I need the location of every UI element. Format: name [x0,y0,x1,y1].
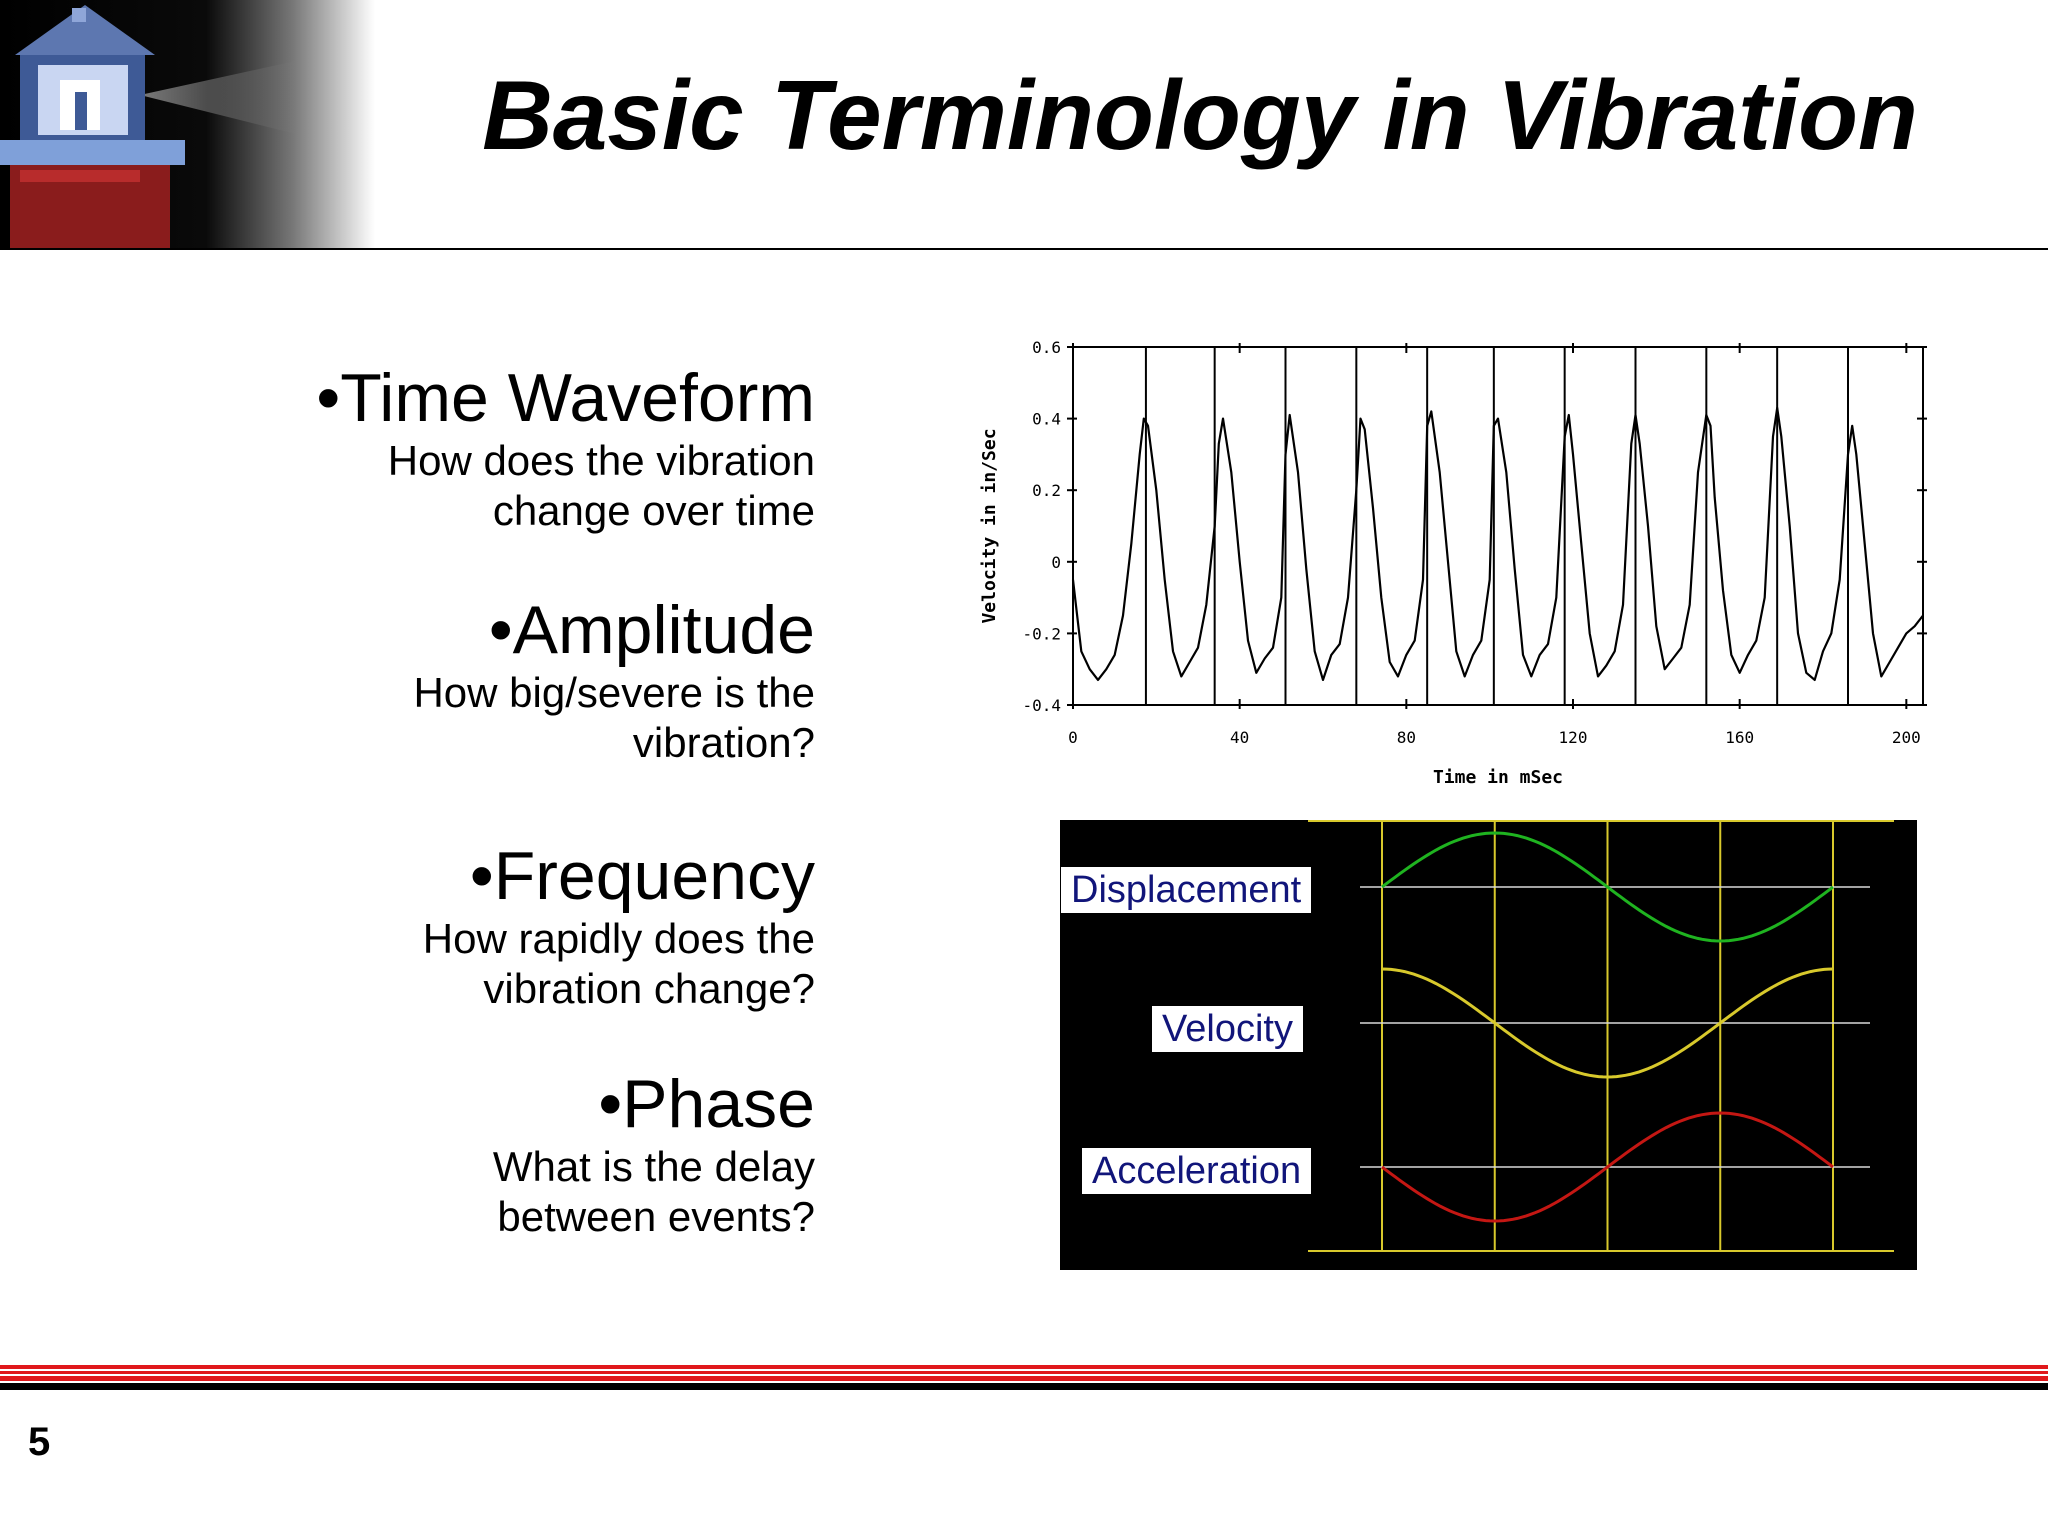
x-tick-label: 0 [1068,728,1078,747]
y-tick-label: -0.4 [1022,696,1061,715]
x-tick-label: 80 [1397,728,1416,747]
bullet-line: How rapidly does the [422,915,815,962]
phase-relationship-svg [1308,820,1894,1252]
legend-label-velocity: Velocity [1152,1006,1303,1052]
x-axis-label: Time in mSec [1433,767,1563,788]
x-tick-label: 160 [1725,728,1754,747]
time-waveform-chart: 0.6 0.4 0.2 0 -0.2 -0.4 0 40 80 120 160 200 Time in … [975,295,1935,795]
x-tick-label: 40 [1230,728,1249,747]
x-tick-label: 120 [1559,728,1588,747]
bullet-line: change over time [492,487,815,534]
legend-label-acceleration: Acceleration [1082,1148,1312,1194]
bullet-line: vibration change? [483,965,815,1012]
displacement-curve [1381,831,1834,943]
slide-title: Basic Terminology in Vibration [482,60,1918,170]
time-waveform-svg: 0.6 0.4 0.2 0 -0.2 -0.4 0 40 80 120 160 200 Time in … [979,338,1927,788]
bullet-line: between events? [497,1193,815,1240]
bullet-frequency: •Frequency How rapidly does the vibratio… [200,838,815,1014]
legend-label-displacement: Displacement [1061,867,1312,913]
footer-stripes [0,1365,2048,1390]
y-tick-label: -0.2 [1022,624,1061,643]
page-number: 5 [28,1420,51,1464]
y-axis-label: Velocity in in/Sec [979,428,1000,623]
bullet-line: What is the delay [492,1143,815,1190]
x-tick-label: 200 [1892,728,1921,747]
bullet-heading: •Phase [598,1066,815,1142]
bullet-list: •Time Waveform How does the vibration ch… [200,360,815,1294]
lighthouse-logo [0,0,375,248]
header-divider [0,248,2048,250]
y-tick-label: 0.6 [1032,338,1061,357]
acceleration-curve [1381,1111,1834,1223]
bullet-line: vibration? [632,719,815,766]
phase-relationship-chart: Displacement Velocity Acceleration [1060,820,1917,1270]
y-tick-label: 0.4 [1032,410,1061,429]
bullet-heading: •Time Waveform [316,360,815,436]
plot-frame [1072,346,1924,706]
velocity-series-line [1071,406,1924,681]
bullet-line: How big/severe is the [413,669,815,716]
y-tick-label: 0 [1051,553,1061,572]
bullet-phase: •Phase What is the delay between events? [200,1066,815,1242]
y-tick-label: 0.2 [1032,481,1061,500]
bullet-amplitude: •Amplitude How big/severe is the vibrati… [200,592,815,768]
velocity-curve [1381,967,1834,1079]
bullet-line: How does the vibration [387,437,815,484]
bullet-heading: •Frequency [469,838,815,914]
bullet-time-waveform: •Time Waveform How does the vibration ch… [200,360,815,536]
bullet-heading: •Amplitude [488,592,815,668]
